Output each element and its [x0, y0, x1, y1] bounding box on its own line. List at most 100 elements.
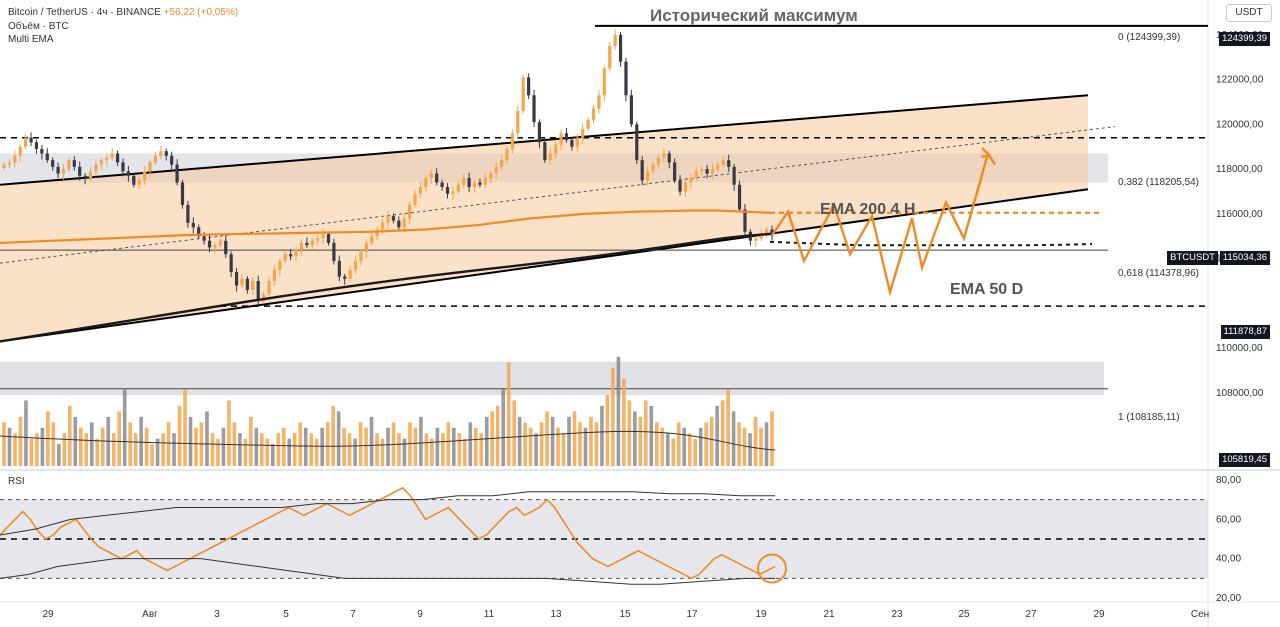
time-axis-tick: 29 [42, 609, 54, 620]
overlay-title: Исторический максимум [650, 6, 858, 25]
candle-body [175, 164, 179, 183]
ema200-annotation: EMA 200 4 H [820, 201, 916, 218]
candle-body [564, 133, 569, 141]
volume-bar [512, 400, 516, 466]
volume-bar [457, 433, 462, 466]
candle-body [256, 280, 260, 302]
candle-body [78, 166, 82, 176]
candle-body [483, 178, 487, 185]
volume-bar [594, 422, 599, 466]
candle-body [262, 294, 266, 302]
volume-bar [183, 389, 187, 466]
candle-body [148, 162, 152, 172]
current-symbol-tag: BTCUSDT [1167, 251, 1218, 265]
volume-bar [364, 427, 368, 466]
price-axis-tick: 116000,00 [1216, 209, 1263, 220]
candle-body [543, 142, 547, 161]
candle-body [316, 238, 320, 241]
candle-body [462, 178, 466, 185]
candle-body [770, 229, 774, 236]
time-axis-tick: 3 [214, 609, 220, 620]
volume-bar [737, 422, 741, 466]
candle-body [45, 153, 49, 161]
volume-legend[interactable]: Объём · BTC [8, 21, 69, 32]
candle-body [251, 280, 255, 290]
channel-upper-line [0, 94, 1089, 186]
volume-bar [517, 416, 522, 466]
candle-body [40, 148, 44, 154]
volume-bar [155, 438, 160, 466]
candle-body [678, 180, 682, 192]
volume-bar [742, 427, 747, 466]
volume-bar [600, 405, 604, 466]
rsi-legend[interactable]: RSI [8, 476, 25, 487]
volume-bar [205, 411, 209, 466]
candle-body [673, 162, 677, 181]
candle-body [370, 236, 374, 243]
candle-body [570, 140, 574, 147]
time-axis-tick: Сен [1191, 609, 1209, 620]
volume-bar [369, 416, 374, 466]
candle-body [88, 171, 93, 179]
candle-body [478, 182, 482, 185]
candle-body [591, 108, 596, 120]
candle-body [202, 236, 206, 241]
currency-button[interactable]: USDT [1226, 4, 1272, 22]
candle-body [164, 151, 168, 156]
time-axis-tick: 5 [283, 609, 289, 620]
volume-bar [682, 427, 687, 466]
fib-1-label: 1 (108185,11) [1118, 412, 1180, 423]
candle-body [602, 68, 606, 96]
time-axis-tick: 11 [484, 609, 495, 620]
volume-bar [748, 433, 752, 466]
candle-body [429, 173, 433, 179]
candle-body [294, 249, 298, 257]
volume-bar [413, 427, 418, 466]
candle-body [527, 77, 531, 96]
candle-body [245, 278, 249, 290]
candle-body [180, 182, 185, 205]
volume-bar [29, 438, 34, 466]
volume-bar [583, 427, 588, 466]
candle-body [353, 260, 358, 270]
candle-body [72, 160, 76, 167]
fib-0-label: 0 (124399,39) [1118, 32, 1181, 43]
rsi-line [0, 486, 776, 580]
candle-body [7, 162, 12, 165]
time-axis-tick: 9 [417, 609, 423, 620]
candle-body [115, 153, 120, 163]
volume-bar [501, 389, 505, 466]
candle-body [516, 110, 520, 134]
candle-body [608, 46, 612, 69]
price-change: +56,22 (+0,05%) [163, 7, 239, 18]
time-axis-tick: 29 [1093, 609, 1105, 620]
volume-bar [18, 416, 23, 466]
symbol-title[interactable]: Bitcoin / TetherUS · 4ч · BINANCE [8, 7, 161, 18]
volume-bar [638, 416, 643, 466]
volume-bar [528, 427, 533, 466]
candle-body [408, 204, 412, 219]
lower-zone [0, 361, 1104, 396]
candle-body [397, 220, 401, 228]
candle-body [143, 171, 147, 181]
volume-bar [40, 427, 45, 466]
candle-body [759, 234, 763, 239]
volume-bar [424, 433, 429, 466]
volume-bar [150, 444, 154, 466]
candle-body [683, 182, 688, 192]
volume-bar [95, 438, 100, 466]
indicator-legend[interactable]: Multi EMA [8, 34, 54, 45]
candle-body [629, 95, 633, 125]
candle-body [278, 260, 282, 270]
volume-bar [622, 378, 626, 466]
volume-bar [375, 433, 379, 466]
volume-bar [57, 444, 61, 466]
volume-bar [720, 400, 725, 466]
rsi-envelope-line [0, 491, 775, 536]
volume-bar [698, 427, 703, 466]
candle-body [240, 278, 244, 286]
volume-bar [221, 427, 226, 466]
time-axis-tick: 15 [619, 609, 631, 620]
candle-body [110, 153, 114, 158]
